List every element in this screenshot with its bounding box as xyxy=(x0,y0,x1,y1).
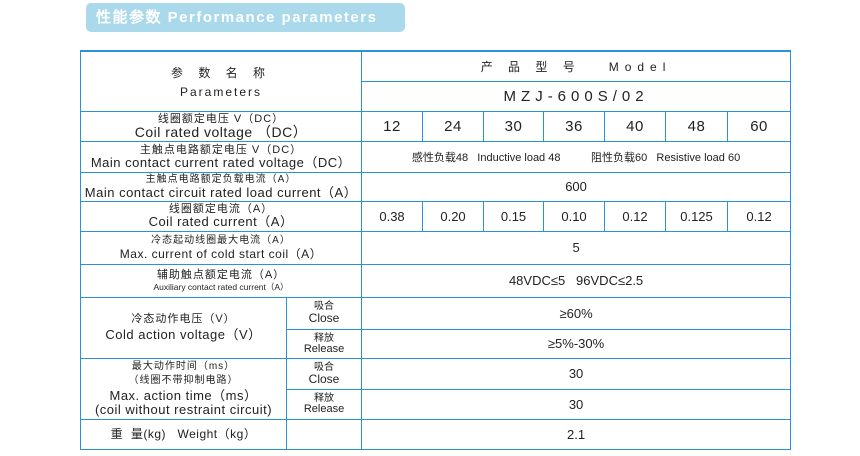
model-value: MZJ-600S/02 xyxy=(361,80,792,112)
model-label: 产 品 型 号 Model xyxy=(361,50,792,82)
parameters-header: 参 数 名 称 Parameters xyxy=(79,50,363,112)
performance-table: 参 数 名 称 Parameters 产 品 型 号 Model MZJ-600S… xyxy=(79,50,792,450)
row-cold-action-release: 释放 Release ≥5%-30% xyxy=(81,328,792,359)
row-main-voltage: 主触点电路额定电压 V（DC） Main contact current rate… xyxy=(79,140,792,173)
row-coil-current: 线圈额定电流（A） Coil rated current（A） 0.38 0.20 0… xyxy=(79,200,792,232)
row-weight: 重 量(kg) Weight（kg） 2.1 xyxy=(80,418,792,450)
row-coil-voltage: 线圈额定电压 V（DC） Coil rated voltage （DC） 12 24… xyxy=(79,110,792,142)
row-action-time-close: 最大动作时间（ms） （线圈不带抑制电路） Max. action time（ms）… xyxy=(80,357,792,420)
row-action-time-release: 释放 Release 30 xyxy=(81,388,792,420)
row-aux-current: 辅助触点额定电流（A） Auxiliary contact rated curre… xyxy=(79,263,792,298)
row-main-current: 主触点电路额定负载电流（A） Main contact circuit rated… xyxy=(79,171,792,202)
row-cold-action-close: 冷态动作电压（V） Cold action voltage（V） 吸合 Close … xyxy=(80,296,792,359)
section-banner: 性能参数 Performance parameters xyxy=(86,3,405,32)
row-cold-start: 冷态起动线圈最大电流（A） Max. current of cold start … xyxy=(79,230,792,265)
